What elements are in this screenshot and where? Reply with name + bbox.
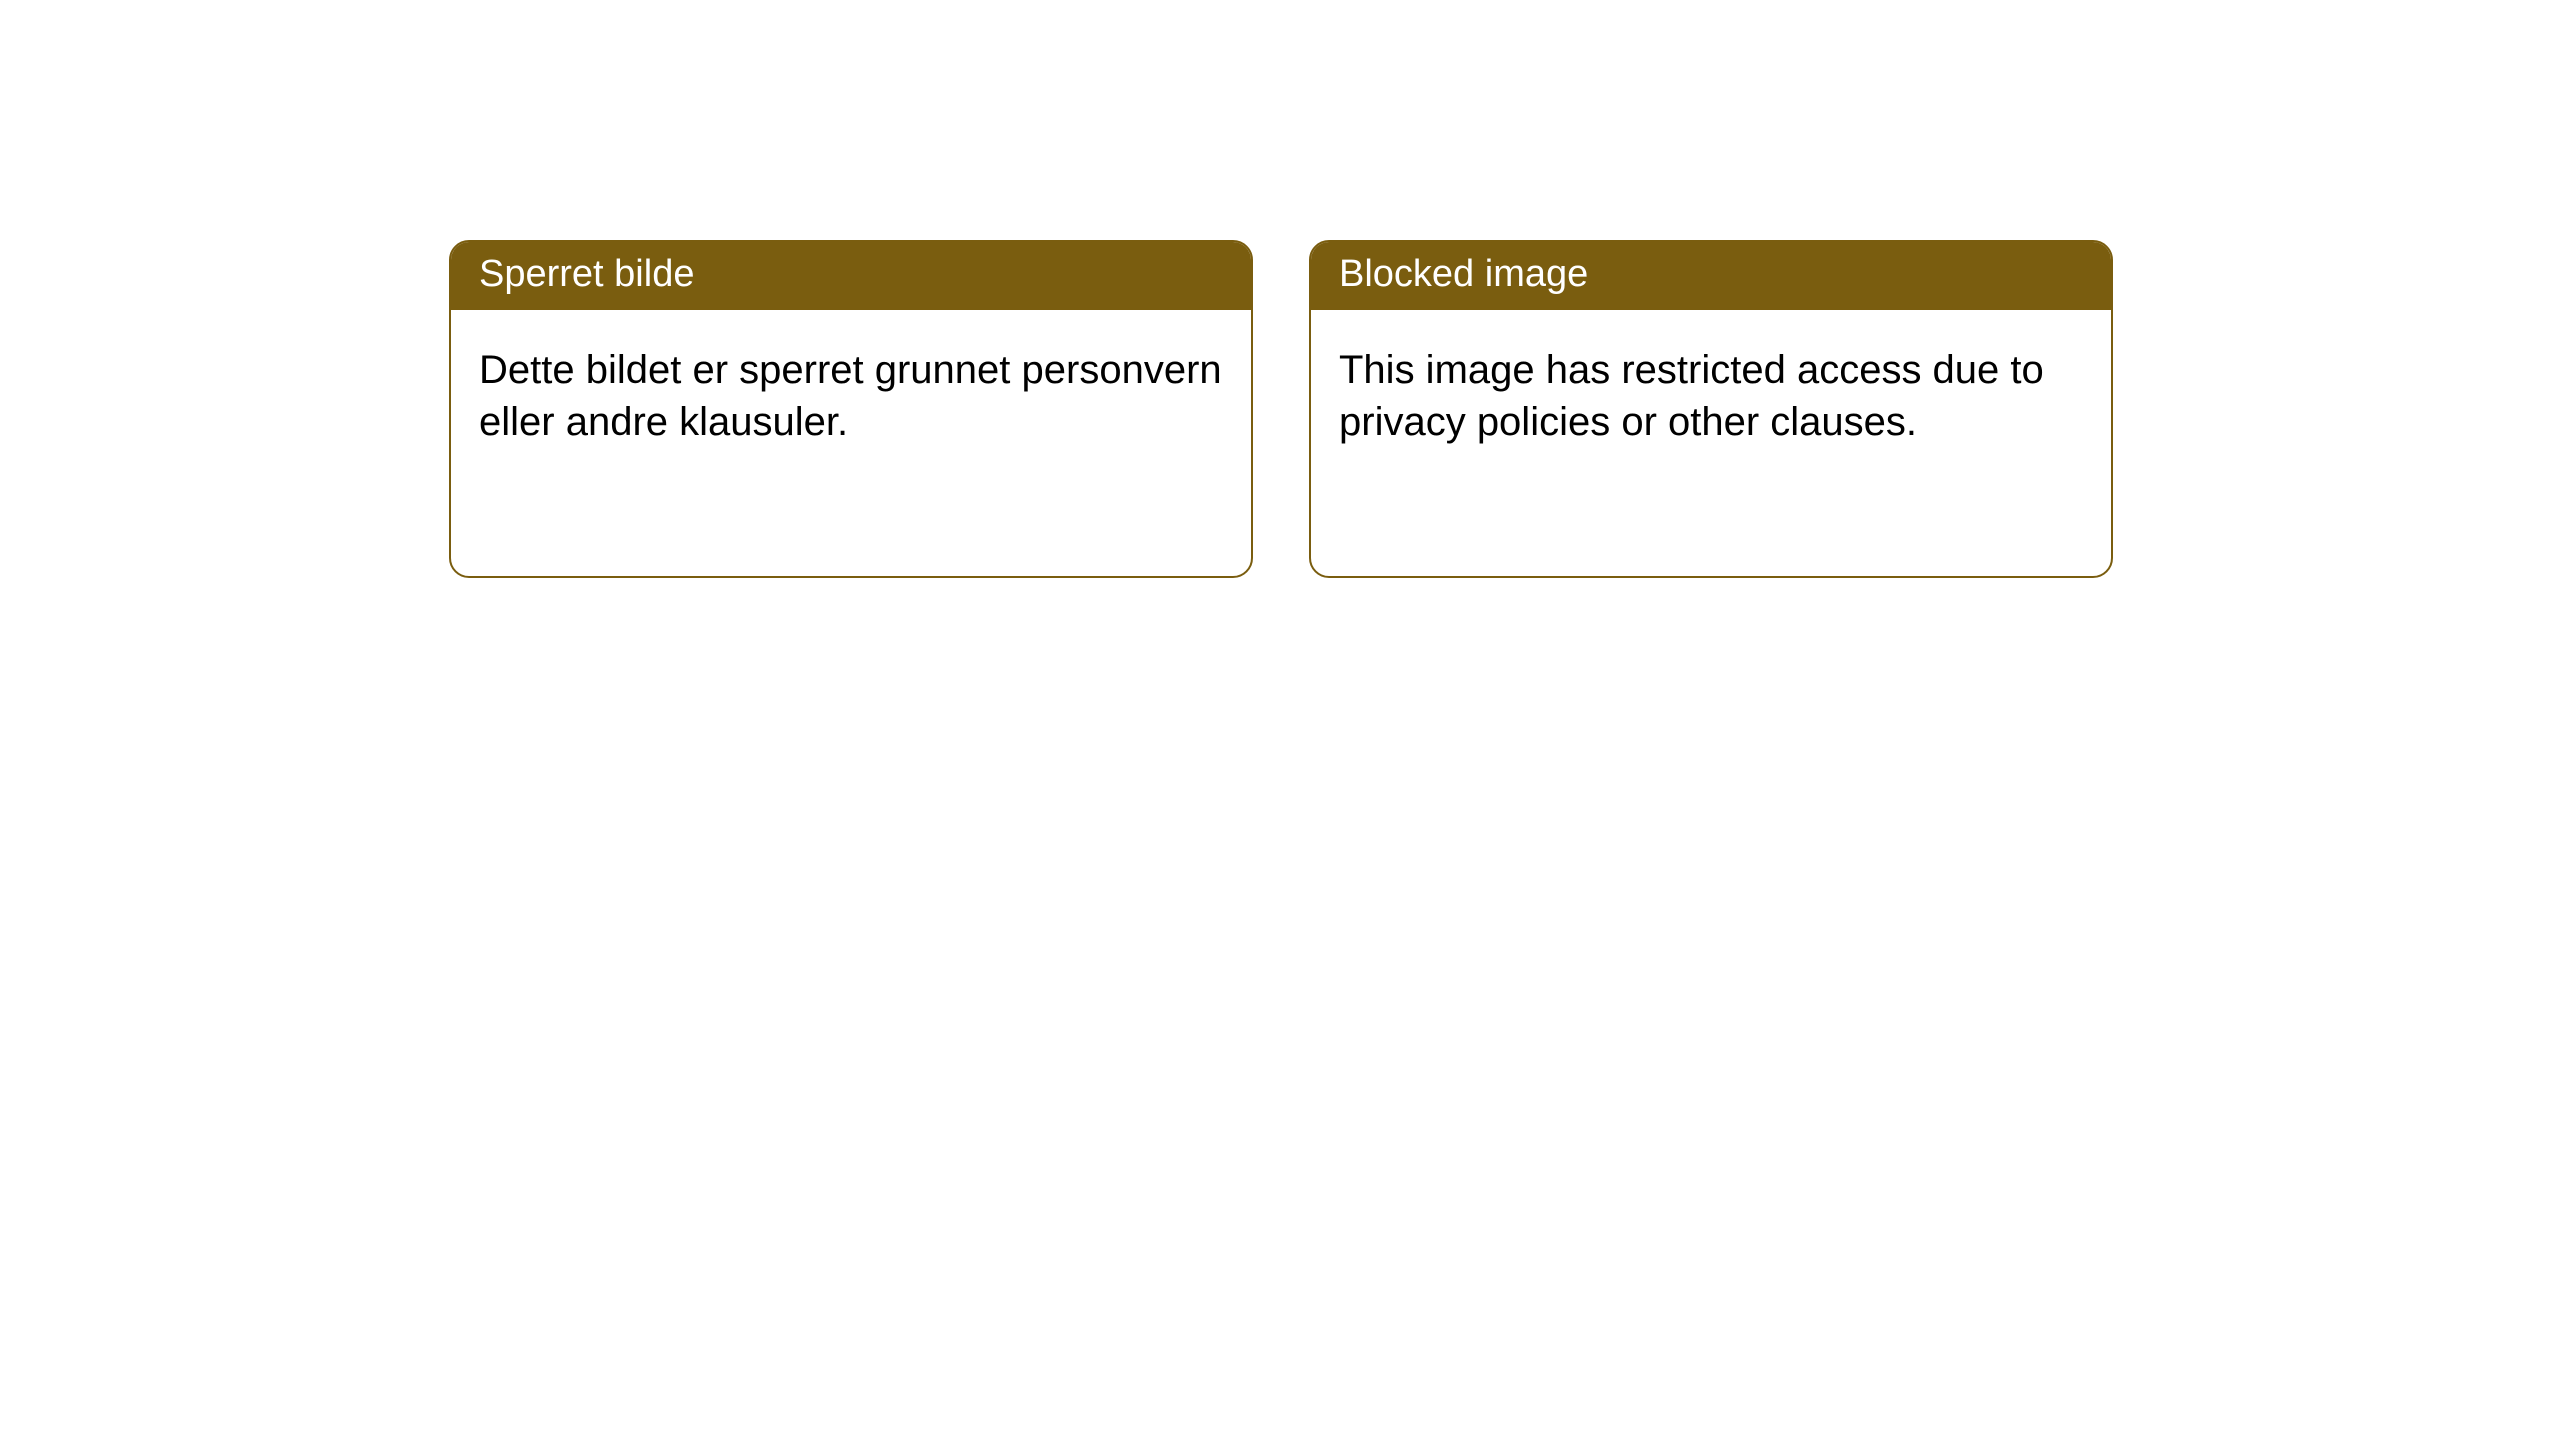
card-title: Blocked image xyxy=(1339,253,1588,295)
card-header: Blocked image xyxy=(1311,242,2111,310)
notice-container: Sperret bilde Dette bildet er sperret gr… xyxy=(0,0,2560,578)
card-body-text: This image has restricted access due to … xyxy=(1339,348,2044,444)
notice-card-norwegian: Sperret bilde Dette bildet er sperret gr… xyxy=(449,240,1253,578)
card-title: Sperret bilde xyxy=(479,253,694,295)
notice-card-english: Blocked image This image has restricted … xyxy=(1309,240,2113,578)
card-header: Sperret bilde xyxy=(451,242,1251,310)
card-body-text: Dette bildet er sperret grunnet personve… xyxy=(479,348,1222,444)
card-body: This image has restricted access due to … xyxy=(1311,310,2111,482)
card-body: Dette bildet er sperret grunnet personve… xyxy=(451,310,1251,482)
